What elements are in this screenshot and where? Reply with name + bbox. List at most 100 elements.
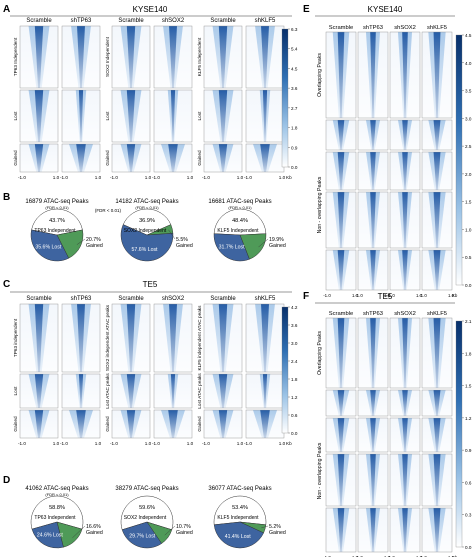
heatmap-frame	[111, 89, 151, 143]
condition-label: Scramble	[118, 18, 144, 24]
pie-leader-line	[76, 238, 86, 245]
row-label: Gained	[105, 416, 110, 432]
heatmap-fade	[358, 418, 388, 452]
heatmap-block	[421, 31, 453, 119]
pie-label-gained: Gained	[269, 243, 286, 249]
condition-label: shSOX2	[162, 18, 185, 24]
panel-c: TE5 Scramble shTP63 TP63 independent Lost Ga…	[10, 280, 298, 446]
x-tick-label: -1.0	[60, 441, 68, 446]
heatmap-frame	[389, 249, 421, 291]
heatmap-block	[203, 25, 243, 89]
heatmap-block	[389, 191, 421, 249]
heatmap-block	[421, 417, 453, 453]
heatmap-fade	[326, 390, 356, 416]
pie-slice-lost	[213, 233, 250, 262]
heatmap-fade	[154, 90, 192, 142]
x-tick-label: -1.0	[323, 293, 331, 298]
colorbar-tick-label: 1.5	[465, 384, 472, 389]
heatmap-group-1: Scramble shTP63 TP63 independent Lost Gained…	[13, 296, 102, 446]
heatmap-fade	[62, 144, 100, 172]
heatmap-block	[61, 373, 101, 409]
heatmap-frame	[389, 417, 421, 453]
heatmap-fade	[20, 144, 58, 172]
heatmap-fade	[62, 410, 100, 438]
heatmap-fade	[112, 374, 150, 408]
heatmap-fade	[358, 192, 388, 248]
heatmap-frame	[357, 151, 389, 191]
pie-pct-gained: 16.6%	[86, 524, 101, 530]
pie-label-independent: KLF5 Independent	[217, 228, 259, 234]
heatmap-group-3: Scramble shKLF5 KLF5 independent ATAC peak…	[197, 296, 286, 446]
pie-label-gained: Gained	[176, 530, 193, 536]
heatmap-block	[325, 191, 357, 249]
heatmap-fade	[112, 304, 150, 372]
heatmap-block	[325, 31, 357, 119]
heatmap-fade	[422, 250, 452, 290]
heatmap-frame	[325, 453, 357, 507]
x-tick-label: 1.0	[53, 175, 60, 180]
row-label: Gained	[197, 416, 202, 432]
heatmap-block	[357, 151, 389, 191]
x-tick-label: -1.0	[18, 441, 26, 446]
row-label: KLF5 Independent	[197, 37, 202, 76]
pie-slice-tp63-independent	[30, 495, 84, 530]
pie-label-lost: 29.7% Lost	[129, 533, 156, 539]
heatmap-block	[61, 303, 101, 373]
panel-letter-a: A	[3, 4, 10, 15]
pie-label-independent: SOX2 Independent	[124, 515, 167, 521]
pie-label-gained: Gained	[86, 530, 103, 536]
heatmap-block	[389, 507, 421, 553]
pie-label-lost: 24.6% Lost	[37, 532, 64, 538]
heatmap-fade	[204, 26, 242, 88]
pie-chart-3: 36077 ATAC-seq Peaks 53.4% KLF5 Independen…	[208, 486, 286, 549]
panel-f: TE5 Scramble shTP63 shSOX2 shKLF5 Overlappin…	[315, 292, 472, 557]
colorbar-tick-label: 1.5	[465, 200, 472, 205]
heatmap-fade	[326, 32, 356, 118]
heatmap-block	[153, 409, 193, 439]
colorbar-tick-label: 2.4	[291, 359, 298, 364]
panel-letter-b: B	[3, 192, 10, 203]
heatmap-block	[357, 119, 389, 151]
heatmap-block	[357, 191, 389, 249]
colorbar-tick-label: 0.6	[291, 413, 298, 418]
colorbar-tick-label: 5.4	[291, 47, 298, 52]
heatmap-frame	[111, 373, 151, 409]
heatmap-fade	[422, 390, 452, 416]
heatmap-block	[245, 409, 285, 439]
colorbar-tick-label: 2.7	[291, 106, 298, 111]
colorbar-tick-label: 1.0	[465, 227, 472, 232]
x-tick-label: 1.0	[448, 555, 455, 557]
colorbar-tick-label: 0.0	[465, 283, 472, 288]
row-label: Overlapping Peaks	[317, 331, 323, 375]
x-tick-label: -1.0	[419, 555, 427, 557]
heatmap-frame	[203, 373, 243, 409]
heatmap-block	[245, 89, 285, 143]
heatmap-block	[421, 317, 453, 389]
heatmap-frame	[357, 119, 389, 151]
heatmap-fade	[390, 508, 420, 552]
heatmap-fade	[20, 304, 58, 372]
colorbar-tick-label: 0.5	[465, 255, 472, 260]
pie-pct-independent: 43.7%	[49, 218, 65, 224]
row-label: Lost	[13, 111, 18, 121]
pie-leader-line	[72, 525, 86, 538]
x-tick-label: -1.0	[355, 293, 363, 298]
heatmap-frame	[357, 453, 389, 507]
condition-label: shKLF5	[427, 25, 447, 31]
heatmap-frame	[389, 507, 421, 553]
x-tick-label: -1.0	[419, 293, 427, 298]
row-label: Lost ATAC peaks	[105, 373, 110, 409]
heatmap-fade	[390, 418, 420, 452]
heatmap-frame	[153, 409, 193, 439]
pie-slice-lost	[31, 521, 64, 549]
pie-label-lost: 31.7% Lost	[219, 245, 246, 251]
heatmap-fade	[358, 250, 388, 290]
pie-slice-lost	[213, 521, 264, 549]
colorbar-tick-label: 1.2	[465, 416, 472, 421]
row-label: Overlapping Peaks	[317, 53, 323, 97]
heatmap-frame	[389, 191, 421, 249]
pie-slice-lost	[121, 521, 162, 549]
row-label: Gained	[13, 150, 18, 166]
x-tick-label: 1.0	[384, 293, 391, 298]
heatmap-frame	[325, 507, 357, 553]
